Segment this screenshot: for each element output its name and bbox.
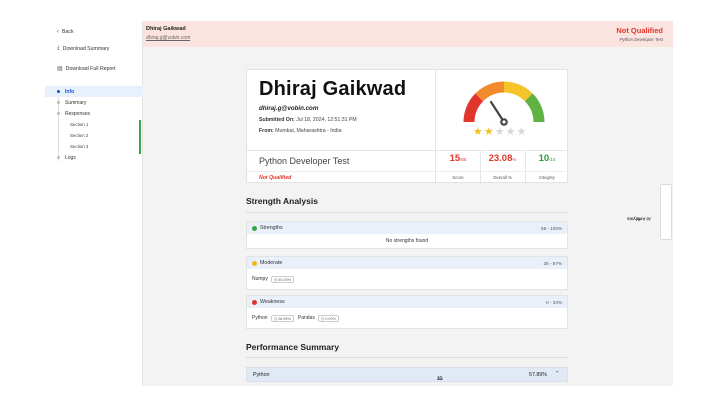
clock-icon: ◷ bbox=[320, 316, 325, 321]
moderate-group: Moderate 35 - 67% Numpy ◷ 50.00% bbox=[246, 256, 568, 290]
candidate-name: Dhiraj Gaikwad bbox=[259, 78, 407, 100]
star-empty-icon: ★ bbox=[505, 126, 517, 138]
nav-item-section-3[interactable]: Section 3 bbox=[70, 144, 89, 149]
header-candidate-email[interactable]: dhiraj.g@vobin.com bbox=[146, 35, 191, 41]
header-candidate-name: Dhiraj Gaikwad bbox=[146, 26, 186, 32]
star-filled-icon: ★ bbox=[473, 126, 484, 138]
header-test-name: Python Developer Test bbox=[619, 37, 663, 42]
candidate-location: From: Mumbai, Maharashtra - India bbox=[259, 128, 342, 134]
skill-chip: Python ◷ 28.95% bbox=[252, 314, 294, 322]
divider bbox=[525, 150, 526, 184]
weakness-group: Weakness 0 - 34% Python ◷ 28.95% Pandas … bbox=[246, 295, 568, 329]
nav-item-summary[interactable]: Summary bbox=[45, 97, 143, 108]
metric-integrity: 10/10 Integrity bbox=[538, 153, 556, 180]
gauge-segment-green bbox=[524, 93, 545, 123]
star-rating: ★★★★★ bbox=[473, 125, 527, 138]
weakness-header: Weakness 0 - 34% bbox=[247, 296, 567, 308]
metric-score: 15/65 Score bbox=[449, 153, 467, 180]
nav-timeline bbox=[58, 91, 59, 161]
performance-summary-title: Performance Summary bbox=[246, 342, 340, 352]
strength-analysis-title: Strength Analysis bbox=[246, 196, 318, 206]
nav-dot bbox=[57, 101, 60, 104]
candidate-email: dhiraj.g@vobin.com bbox=[259, 105, 319, 112]
document-icon: ▤ bbox=[57, 66, 63, 72]
star-empty-icon: ★ bbox=[516, 126, 528, 138]
divider bbox=[247, 150, 569, 151]
weakness-dot-icon bbox=[252, 299, 257, 305]
chevron-left-icon: ‹ bbox=[57, 29, 59, 35]
divider bbox=[247, 171, 569, 172]
skill-chip: Numpy ◷ 50.00% bbox=[252, 275, 295, 283]
strengths-empty: No strengths found bbox=[385, 238, 429, 244]
divider bbox=[246, 212, 568, 213]
star-filled-icon: ★ bbox=[483, 126, 495, 138]
nav-dot bbox=[57, 112, 60, 115]
nav-item-responses[interactable]: Responses bbox=[45, 108, 143, 119]
sidebar: ‹ Back ⤓ Download Summary ▤ Download Ful… bbox=[45, 21, 143, 386]
gauge-segment-yellow bbox=[503, 81, 533, 102]
divider bbox=[435, 150, 436, 184]
chevron-up-icon[interactable]: ⌃ bbox=[555, 371, 560, 377]
candidate-profile-card: Dhiraj Gaikwad dhiraj.g@vobin.com Submit… bbox=[246, 69, 569, 184]
strengths-group: Strengths 68 - 100% No strengths found bbox=[246, 221, 568, 249]
ai-analysis-tab[interactable]: ✦ AI Analysis bbox=[627, 184, 672, 240]
back-link[interactable]: ‹ Back bbox=[57, 29, 74, 35]
header-status: Not Qualified bbox=[616, 26, 663, 35]
moderate-dot-icon bbox=[252, 260, 257, 266]
performance-row[interactable]: Python 11/38 57.89% ⌃ bbox=[246, 367, 568, 382]
download-summary-button[interactable]: ⤓ Download Summary bbox=[57, 45, 110, 52]
score-gauge bbox=[463, 81, 545, 126]
gauge-segment-orange bbox=[475, 81, 505, 102]
skill-chip: Pandas ◷ 0.00% bbox=[298, 314, 339, 322]
gauge-hub-center bbox=[502, 120, 506, 124]
qualification-status: Not Qualified bbox=[259, 175, 292, 181]
divider bbox=[435, 70, 436, 150]
scroll-indicator bbox=[139, 120, 141, 154]
moderate-header: Moderate 35 - 67% bbox=[247, 257, 567, 269]
divider bbox=[246, 357, 568, 358]
section-nav: Info Summary Responses Section 1 Section… bbox=[45, 86, 143, 163]
nav-item-info[interactable]: Info bbox=[45, 86, 143, 97]
download-icon: ⤓ bbox=[57, 45, 60, 51]
candidate-header: Dhiraj Gaikwad dhiraj.g@vobin.com Not Qu… bbox=[143, 21, 673, 47]
gauge-needle bbox=[489, 100, 506, 124]
star-empty-icon: ★ bbox=[494, 126, 506, 138]
metric-overall: 23.08% Overall % bbox=[488, 153, 517, 180]
submitted-on: Submitted On: Jul 18, 2024, 12:51:31 PM bbox=[259, 117, 357, 123]
clock-icon: ◷ bbox=[273, 277, 278, 282]
nav-item-section-1[interactable]: Section 1 bbox=[70, 122, 89, 127]
nav-item-section-2[interactable]: Section 2 bbox=[70, 133, 89, 138]
strength-dot-icon bbox=[252, 225, 257, 231]
nav-item-logs[interactable]: Logs bbox=[45, 152, 143, 163]
clock-icon: ◷ bbox=[273, 316, 277, 321]
divider bbox=[480, 150, 481, 184]
download-report-button[interactable]: ▤ Download Full Report bbox=[57, 65, 116, 73]
gauge-segment-red bbox=[463, 93, 484, 123]
nav-dot bbox=[57, 156, 60, 159]
nav-dot bbox=[57, 90, 60, 93]
test-name: Python Developer Test bbox=[259, 156, 350, 166]
strengths-header: Strengths 68 - 100% bbox=[247, 222, 567, 234]
